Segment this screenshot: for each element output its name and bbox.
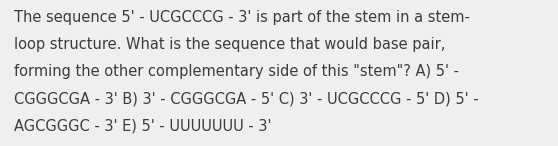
Text: forming the other complementary side of this "stem"? A) 5' -: forming the other complementary side of … xyxy=(14,64,459,79)
Text: CGGGCGA - 3' B) 3' - CGGGCGA - 5' C) 3' - UCGCCCG - 5' D) 5' -: CGGGCGA - 3' B) 3' - CGGGCGA - 5' C) 3' … xyxy=(14,91,479,106)
Text: The sequence 5' - UCGCCCG - 3' is part of the stem in a stem-: The sequence 5' - UCGCCCG - 3' is part o… xyxy=(14,10,470,25)
Text: loop structure. What is the sequence that would base pair,: loop structure. What is the sequence tha… xyxy=(14,37,445,52)
Text: AGCGGGC - 3' E) 5' - UUUUUUU - 3': AGCGGGC - 3' E) 5' - UUUUUUU - 3' xyxy=(14,118,271,133)
